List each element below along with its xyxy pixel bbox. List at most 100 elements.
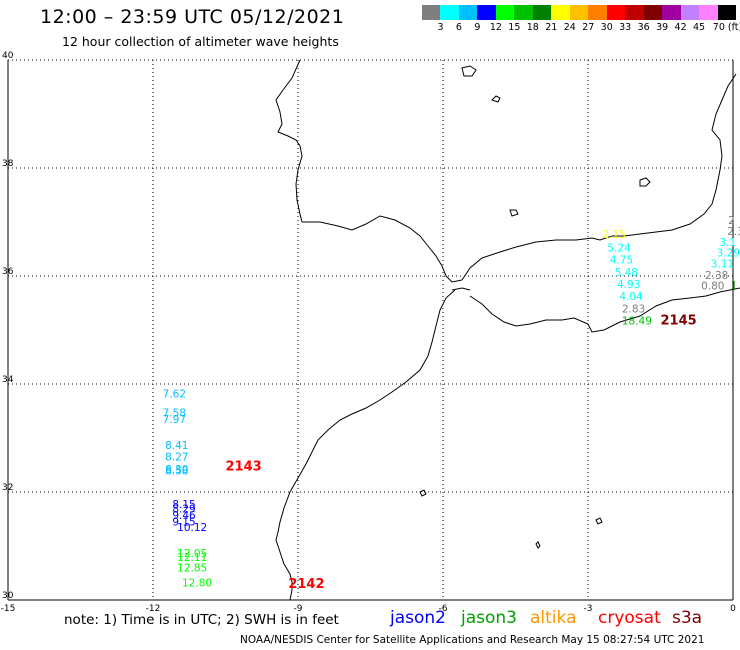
scale-swatch — [422, 5, 441, 20]
scale-swatch — [680, 5, 700, 20]
wave-height-label: 8.58 — [165, 466, 188, 478]
lon-tick-label: -3 — [584, 604, 593, 614]
lat-tick-label: 36 — [2, 267, 14, 277]
pass-labels-layer: 2143 2142 2145 — [226, 314, 697, 593]
wave-height-label: 7.58 — [163, 407, 186, 419]
coastline-small-island-7 — [639, 177, 651, 187]
scale-swatch — [662, 5, 681, 20]
wave-height-color-scale — [422, 5, 736, 20]
wave-height-label: 4.04 — [619, 291, 643, 303]
wave-height-label: 9.46 — [172, 510, 196, 522]
wave-height-label: 12.80 — [182, 578, 212, 590]
legend-item-s3a: s3a — [672, 608, 703, 628]
wave-height-label: 2 — [728, 215, 735, 227]
scale-swatch — [551, 5, 570, 20]
lat-tick-label: 30 — [2, 591, 14, 601]
scale-label: 36 — [637, 22, 650, 33]
wave-height-label: 2.3 — [727, 226, 740, 238]
coastline-small-island-4 — [595, 517, 603, 525]
scale-swatch — [514, 5, 533, 20]
coastline-iberia-mediterranean — [461, 73, 737, 281]
wave-height-label: 8.29 — [172, 504, 195, 516]
scale-label: 9 — [474, 22, 481, 33]
lon-tick-label: -6 — [439, 604, 448, 614]
scale-label: 39 — [656, 22, 669, 33]
scale-swatch — [643, 5, 663, 20]
scale-label: 33 — [619, 22, 632, 33]
coastline-small-island-3 — [509, 209, 519, 217]
wave-height-label: 5.24 — [607, 243, 631, 255]
legend-item-jason2: jason2 — [390, 608, 446, 628]
wave-height-label: 4.93 — [617, 279, 640, 291]
scale-swatch — [569, 5, 589, 20]
scale-label: 30 — [600, 22, 613, 33]
scale-swatch — [440, 5, 459, 20]
wave-height-label: 2.15 — [603, 229, 626, 241]
scale-label: 45 — [693, 22, 706, 33]
scale-label: 24 — [563, 22, 576, 33]
wave-height-label: 7.62 — [163, 389, 186, 401]
observations-layer: 7.62 7.587.97 8.418.278.308.58 8.158.299.46… — [163, 215, 740, 589]
wave-height-label: 9.15 — [172, 516, 195, 528]
wave-height-label: 8.27 — [165, 452, 188, 464]
wave-height-label: 10.12 — [177, 522, 207, 534]
coastline-north-africa-mediterranean — [469, 287, 740, 333]
color-scale-labels: 3 6 9 12 15 18 21 24 27 30 33 36 39 42 45 70 (ft) — [422, 22, 740, 34]
wave-height-label: 4.75 — [610, 255, 633, 267]
coastline-iberia-atlantic — [275, 59, 303, 223]
coastline — [275, 59, 740, 601]
legend-item-altika: altika — [530, 608, 577, 628]
coastline-small-island-2 — [461, 65, 477, 77]
scale-label: 21 — [545, 22, 558, 33]
wave-height-label: 0.80 — [701, 281, 724, 293]
wave-height-label: 3.11 — [711, 258, 734, 270]
wave-height-label: 3.29 — [717, 248, 740, 260]
coastline-small-island-5 — [419, 489, 427, 497]
legend-item-cryosat: cryosat — [598, 608, 661, 628]
wave-height-label: 12.11 — [177, 552, 207, 564]
wave-height-label: 8.30 — [165, 464, 188, 476]
legend-item-jason3: jason3 — [461, 608, 517, 628]
page-title: 12:00 – 23:59 UTC 05/12/2021 — [40, 6, 345, 28]
scale-swatch — [477, 5, 496, 20]
lat-tick-label: 32 — [2, 483, 13, 493]
wave-height-label: 8.41 — [165, 440, 188, 452]
scale-swatch — [606, 5, 626, 20]
wave-height-label: 2.38 — [705, 270, 728, 282]
lon-tick-label: 0 — [730, 604, 736, 614]
wave-height-label: 5.48 — [615, 267, 638, 279]
lat-tick-label: 34 — [2, 375, 14, 385]
credit-line: NOAA/NESDIS Center for Satellite Applica… — [240, 634, 705, 646]
page-subtitle: 12 hour collection of altimeter wave hei… — [62, 34, 339, 49]
wave-height-label: 2.83 — [622, 304, 645, 316]
coastline-arabic-strait — [451, 287, 471, 291]
pass-time-label: 2142 — [288, 577, 324, 592]
scale-label: 6 — [455, 22, 462, 33]
coastline-morocco-atlantic — [275, 289, 456, 601]
scale-label: 42 — [674, 22, 687, 33]
scale-label: 27 — [582, 22, 595, 33]
pass-time-label: 2145 — [661, 314, 697, 329]
lat-tick-label: 38 — [2, 159, 14, 169]
scale-label: 18 — [526, 22, 539, 33]
scale-swatch — [532, 5, 552, 20]
wave-height-label: 7.97 — [163, 414, 186, 426]
scale-label: 15 — [508, 22, 521, 33]
pass-time-label: 2143 — [226, 459, 262, 474]
wave-height-label: 18.49 — [622, 316, 652, 328]
coastline-small-island-6 — [535, 541, 541, 549]
scale-swatch — [625, 5, 644, 20]
wave-height-label: 1 — [731, 280, 738, 292]
wave-height-label: 12.05 — [177, 548, 207, 560]
lat-lon-grid: -15 -12 -9 -6 -3 0 40 38 36 34 32 30 — [1, 51, 736, 614]
scale-swatch — [717, 5, 736, 20]
lon-tick-label: -9 — [294, 604, 303, 614]
wave-height-label: 8.15 — [172, 499, 195, 511]
scale-label: 70 (ft) — [712, 22, 740, 33]
scale-swatch — [495, 5, 515, 20]
scale-label: 3 — [437, 22, 444, 33]
coastline-iberia-south — [302, 215, 463, 283]
lon-tick-label: -12 — [146, 604, 161, 614]
coastline-small-island-1 — [491, 95, 501, 103]
